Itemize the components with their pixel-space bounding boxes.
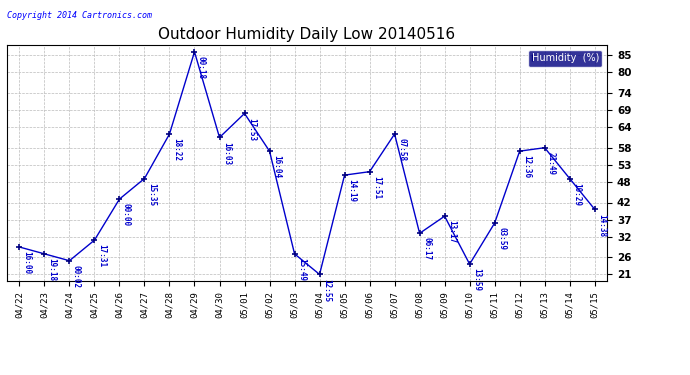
Text: 12:36: 12:36 <box>522 155 531 178</box>
Text: 12:55: 12:55 <box>322 279 331 302</box>
Title: Outdoor Humidity Daily Low 20140516: Outdoor Humidity Daily Low 20140516 <box>159 27 455 42</box>
Text: 18:22: 18:22 <box>172 138 181 161</box>
Text: 15:35: 15:35 <box>147 183 156 206</box>
Text: 19:18: 19:18 <box>47 258 56 281</box>
Text: 07:58: 07:58 <box>397 138 406 161</box>
Text: 10:29: 10:29 <box>572 183 581 206</box>
Legend: Humidity  (%): Humidity (%) <box>528 50 602 67</box>
Text: 00:00: 00:00 <box>122 203 131 226</box>
Text: 13:59: 13:59 <box>472 268 481 291</box>
Text: 06:17: 06:17 <box>422 237 431 261</box>
Text: Copyright 2014 Cartronics.com: Copyright 2014 Cartronics.com <box>7 11 152 20</box>
Text: 14:38: 14:38 <box>597 213 606 237</box>
Text: 16:04: 16:04 <box>272 155 281 178</box>
Text: 00:18: 00:18 <box>197 56 206 79</box>
Text: 17:51: 17:51 <box>372 176 381 199</box>
Text: 16:03: 16:03 <box>222 142 231 165</box>
Text: 17:53: 17:53 <box>247 118 256 141</box>
Text: 13:17: 13:17 <box>447 220 456 243</box>
Text: 15:49: 15:49 <box>297 258 306 281</box>
Text: 16:00: 16:00 <box>22 251 31 274</box>
Text: 21:49: 21:49 <box>547 152 556 175</box>
Text: 14:19: 14:19 <box>347 179 356 203</box>
Text: 17:31: 17:31 <box>97 244 106 267</box>
Text: 00:02: 00:02 <box>72 265 81 288</box>
Text: 03:59: 03:59 <box>497 227 506 251</box>
